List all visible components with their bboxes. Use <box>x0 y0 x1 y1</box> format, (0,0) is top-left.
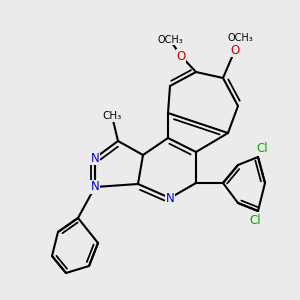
Text: OCH₃: OCH₃ <box>227 33 253 43</box>
Text: N: N <box>91 181 99 194</box>
Text: O: O <box>230 44 240 56</box>
Text: Cl: Cl <box>249 214 261 226</box>
Text: N: N <box>166 191 174 205</box>
Text: O: O <box>176 50 186 62</box>
Text: OCH₃: OCH₃ <box>157 35 183 45</box>
Text: N: N <box>91 152 99 164</box>
Text: CH₃: CH₃ <box>102 111 122 121</box>
Text: Cl: Cl <box>256 142 268 154</box>
